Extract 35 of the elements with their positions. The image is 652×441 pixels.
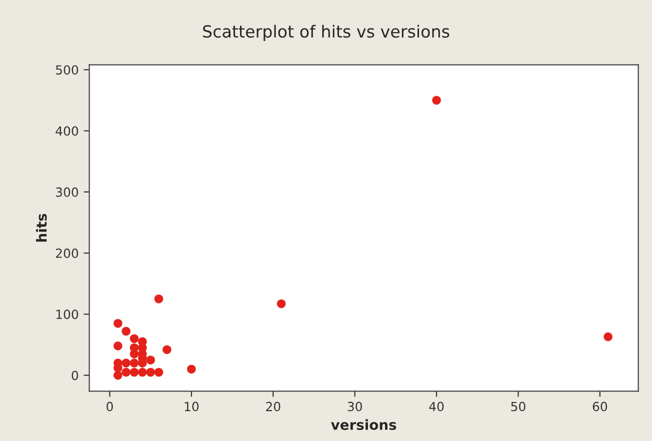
- point: [432, 96, 441, 105]
- y-tick-label: 0: [72, 370, 78, 380]
- y-tick-label: 100: [56, 310, 78, 320]
- x-tick-label: 20: [266, 402, 280, 412]
- point: [154, 294, 164, 304]
- point: [122, 368, 130, 377]
- point: [114, 318, 122, 328]
- point: [146, 368, 155, 377]
- point: [276, 299, 286, 308]
- point: [162, 345, 172, 354]
- point: [138, 368, 147, 377]
- x-tick-label: 60: [592, 402, 608, 412]
- x-tick-label: 0: [106, 402, 113, 412]
- point: [130, 358, 139, 368]
- point: [114, 370, 122, 380]
- point: [122, 358, 130, 368]
- y-axis-title: hits: [36, 214, 47, 242]
- chart-title: Scatterplot of hits vs versions: [203, 24, 450, 41]
- x-tick-label: 10: [184, 402, 199, 412]
- point: [604, 332, 612, 342]
- y-tick-label: 300: [56, 187, 78, 197]
- x-tick-label: 50: [511, 402, 526, 412]
- point: [154, 368, 164, 377]
- point: [187, 364, 196, 374]
- point: [146, 356, 155, 364]
- x-tick-label: 40: [429, 402, 444, 412]
- point: [130, 334, 139, 343]
- y-tick-label: 200: [56, 248, 78, 258]
- x-axis-title: versions: [331, 419, 396, 430]
- point: [130, 368, 139, 377]
- x-tick-label: 30: [348, 402, 362, 412]
- y-tick-label: 400: [56, 126, 78, 136]
- point: [122, 326, 130, 336]
- y-tick-label: 500: [56, 65, 78, 75]
- point: [114, 342, 122, 350]
